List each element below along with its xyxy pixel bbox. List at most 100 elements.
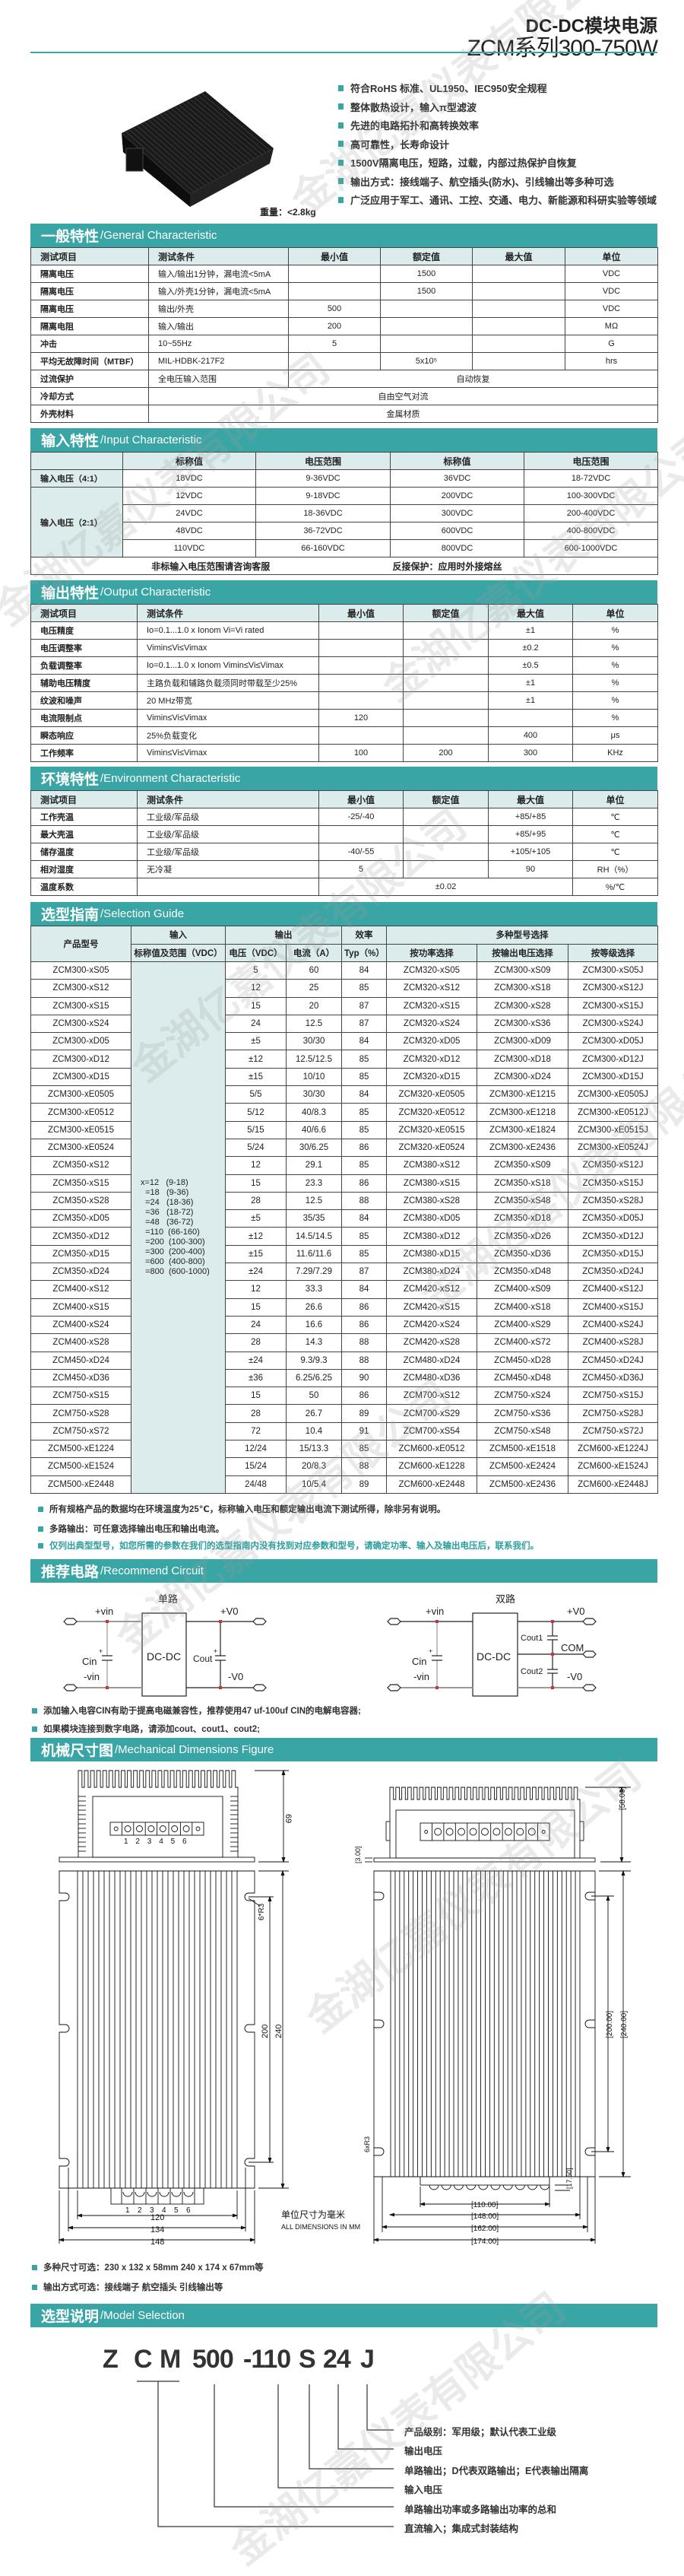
section-title-en: /Output Characteristic bbox=[100, 586, 211, 599]
table-row: ZCM350-xD24 ±24 7.29/7.29 87 ZCM380-xD24 ZCM3… bbox=[30, 1263, 659, 1282]
column-header: 效率 bbox=[341, 926, 387, 945]
model-name: ZCM400-xS12 bbox=[30, 1280, 131, 1299]
table-cell: 400-800VDC bbox=[524, 522, 658, 540]
table-cell: 30/6.25 bbox=[286, 1138, 342, 1158]
table-cell: 85 bbox=[341, 1050, 387, 1069]
dim-200-right: [200.00] bbox=[606, 2011, 614, 2038]
model-name: ZCM350-xD24 bbox=[30, 1263, 131, 1282]
table-cell: ZCM300-xE0524J bbox=[567, 1138, 659, 1158]
column-header: 标称值 bbox=[122, 452, 256, 470]
table-row: ZCM750-xS72 72 10.4 91 ZCM700-xS54 ZCM750-xS4… bbox=[30, 1421, 659, 1441]
table-row: 温度系数 ±0.02 %/℃ bbox=[30, 878, 658, 896]
table-cell: 25%负载变化 bbox=[137, 726, 319, 745]
table-cell: 6.25/6.25 bbox=[286, 1368, 342, 1388]
table-row: 输入电压（4:1） 18VDC 9-36VDC 36VDC 18-72VDC bbox=[30, 469, 658, 488]
table-cell: 300 bbox=[488, 744, 573, 762]
table-cell: 86 bbox=[341, 1315, 387, 1335]
terminal-icon bbox=[252, 1618, 267, 1625]
table-cell bbox=[318, 621, 404, 640]
dim-148: 148 bbox=[150, 2238, 164, 2247]
selection-note: 仅列出典型型号，如您所需的参数在我们的选型指南内没有找到对应参数和型号，请确定功… bbox=[38, 1539, 539, 1552]
table-cell: ZCM750-xS36 bbox=[477, 1404, 568, 1423]
section-title-zh: 一般特性 bbox=[41, 229, 100, 245]
table-cell: ZCM300-xD18 bbox=[477, 1050, 568, 1069]
table-cell: 200 bbox=[403, 744, 489, 762]
model-name: ZCM300-xS05 bbox=[30, 961, 131, 980]
model-name: ZCM750-xS28 bbox=[30, 1404, 131, 1423]
table-cell: Io=0.1...1.0 x Ionom Vimin≤Vi≤Vimax bbox=[137, 656, 319, 675]
table-cell: 91 bbox=[341, 1421, 387, 1441]
table-cell: ZCM600-xE2448 bbox=[386, 1475, 477, 1494]
circuit-title-single: 单路 bbox=[158, 1593, 178, 1605]
note-text: 多种尺寸可选：230 x 132 x 58mm 240 x 174 x 67mm… bbox=[43, 2263, 264, 2273]
table-cell: 87 bbox=[341, 996, 387, 1015]
row-label: 隔离电压 bbox=[30, 300, 149, 318]
table-cell: 84 bbox=[341, 1280, 387, 1299]
table-cell: 5/12 bbox=[225, 1103, 287, 1122]
table-cell bbox=[380, 335, 473, 353]
pin-number: 2 bbox=[135, 1838, 140, 1846]
table-header-row: 测试项目 测试条件 最小值 额定值 最大值 单位 bbox=[30, 247, 658, 265]
table-row: ZCM300-xS05 x=12 (9-18) =18 (9-36) =24 (1… bbox=[30, 961, 659, 1494]
label-cin: Cin bbox=[412, 1656, 427, 1667]
table-cell: 85 bbox=[341, 1440, 387, 1459]
table-cell: 48VDC bbox=[122, 522, 256, 540]
model-code-part: 24 bbox=[323, 2345, 351, 2374]
label-vin-plus: +vin bbox=[426, 1606, 444, 1617]
table-cell: 90 bbox=[488, 860, 573, 878]
table-row: 相对湿度 无冷凝 5 90 RH（%） bbox=[30, 860, 658, 878]
dim-height-right: [58.00] bbox=[619, 1787, 627, 1810]
table-cell: 15/13.3 bbox=[286, 1440, 342, 1459]
table-cell: 84 bbox=[341, 1209, 387, 1228]
pin-number: 1 bbox=[125, 2206, 130, 2215]
table-cell: 800VDC bbox=[390, 539, 524, 557]
table-cell: % bbox=[572, 691, 658, 710]
table-row: 工作壳温 工业级/军品级 -25/-40 +85/+85 ℃ bbox=[30, 808, 658, 826]
column-header: 电压范围 bbox=[255, 452, 391, 470]
table-cell: 30/30 bbox=[286, 1032, 342, 1051]
section-title-zh: 输出特性 bbox=[41, 586, 100, 602]
table-row: ZCM300-xD05 ±5 30/30 84 ZCM320-xD05 ZCM300-xD… bbox=[30, 1032, 659, 1051]
table-cell: 86 bbox=[341, 1298, 387, 1317]
column-header: 测试条件 bbox=[137, 790, 319, 808]
table-cell: 14.5/14.5 bbox=[286, 1227, 342, 1246]
table-cell: 工业级/军品级 bbox=[137, 843, 319, 861]
table-cell: ZCM300-xD24 bbox=[477, 1067, 568, 1087]
feature-text: 符合RoHS 标准、UL1950、IEC950安全规程 bbox=[350, 83, 547, 94]
table-row: 纹波和噪声 20 MHz带宽 ±1% bbox=[30, 691, 658, 710]
table-cell bbox=[472, 335, 565, 353]
table-cell: 9-36VDC bbox=[255, 469, 391, 488]
table-row: ZCM350-xS15 15 23.3 86 ZCM380-xS15 ZCM350-xS1… bbox=[30, 1174, 659, 1193]
table-cell: ZCM320-xD12 bbox=[386, 1050, 477, 1069]
table-cell: ZCM600-xE2448J bbox=[567, 1475, 659, 1494]
model-label-output-voltage: 输出电压 bbox=[404, 2446, 443, 2457]
table-cell: ZCM350-xS18 bbox=[477, 1174, 568, 1193]
table-cell: VDC bbox=[565, 265, 658, 283]
table-cell: 88 bbox=[341, 1333, 387, 1352]
table-cell bbox=[380, 300, 473, 318]
bullet-icon bbox=[338, 141, 344, 147]
model-name: ZCM350-xD15 bbox=[30, 1244, 131, 1264]
table-row: ZCM300-xE0515 5/15 40/6.6 85 ZCM320-xE0515 ZC… bbox=[30, 1120, 659, 1139]
table-row: 工作频率 Vimin≤Vi≤Vimax 100 200 300 KHz bbox=[30, 744, 658, 762]
table-cell: 85 bbox=[341, 979, 387, 998]
section-title-en: /Environment Characteristic bbox=[100, 772, 241, 785]
label-vin-plus: +vin bbox=[95, 1606, 113, 1617]
table-cell: 85 bbox=[341, 1067, 387, 1087]
row-label: 储存温度 bbox=[30, 843, 138, 861]
table-cell: ZCM420-xS28 bbox=[386, 1333, 477, 1352]
table-cell: 85 bbox=[341, 1227, 387, 1246]
column-header: 额定值 bbox=[403, 604, 489, 622]
pin-number: 3 bbox=[150, 2206, 154, 2215]
table-row: ZCM450-xD36 ±36 6.25/6.25 90 ZCM480-xD36 ZCM4… bbox=[30, 1368, 659, 1388]
table-cell: 5 bbox=[288, 335, 381, 353]
table-cell: 自动恢复 bbox=[288, 370, 658, 388]
table-cell: 28 bbox=[225, 1404, 287, 1423]
table-cell: 85 bbox=[341, 1120, 387, 1139]
table-cell: ZCM750-xS48 bbox=[477, 1421, 568, 1441]
table-cell: ZCM450-xD36J bbox=[567, 1368, 659, 1388]
model-code-part: J bbox=[360, 2345, 375, 2374]
table-cell: ZCM420-xS12 bbox=[386, 1280, 477, 1299]
column-header: 电压范围 bbox=[524, 452, 658, 470]
row-label: 过流保护 bbox=[30, 370, 149, 388]
